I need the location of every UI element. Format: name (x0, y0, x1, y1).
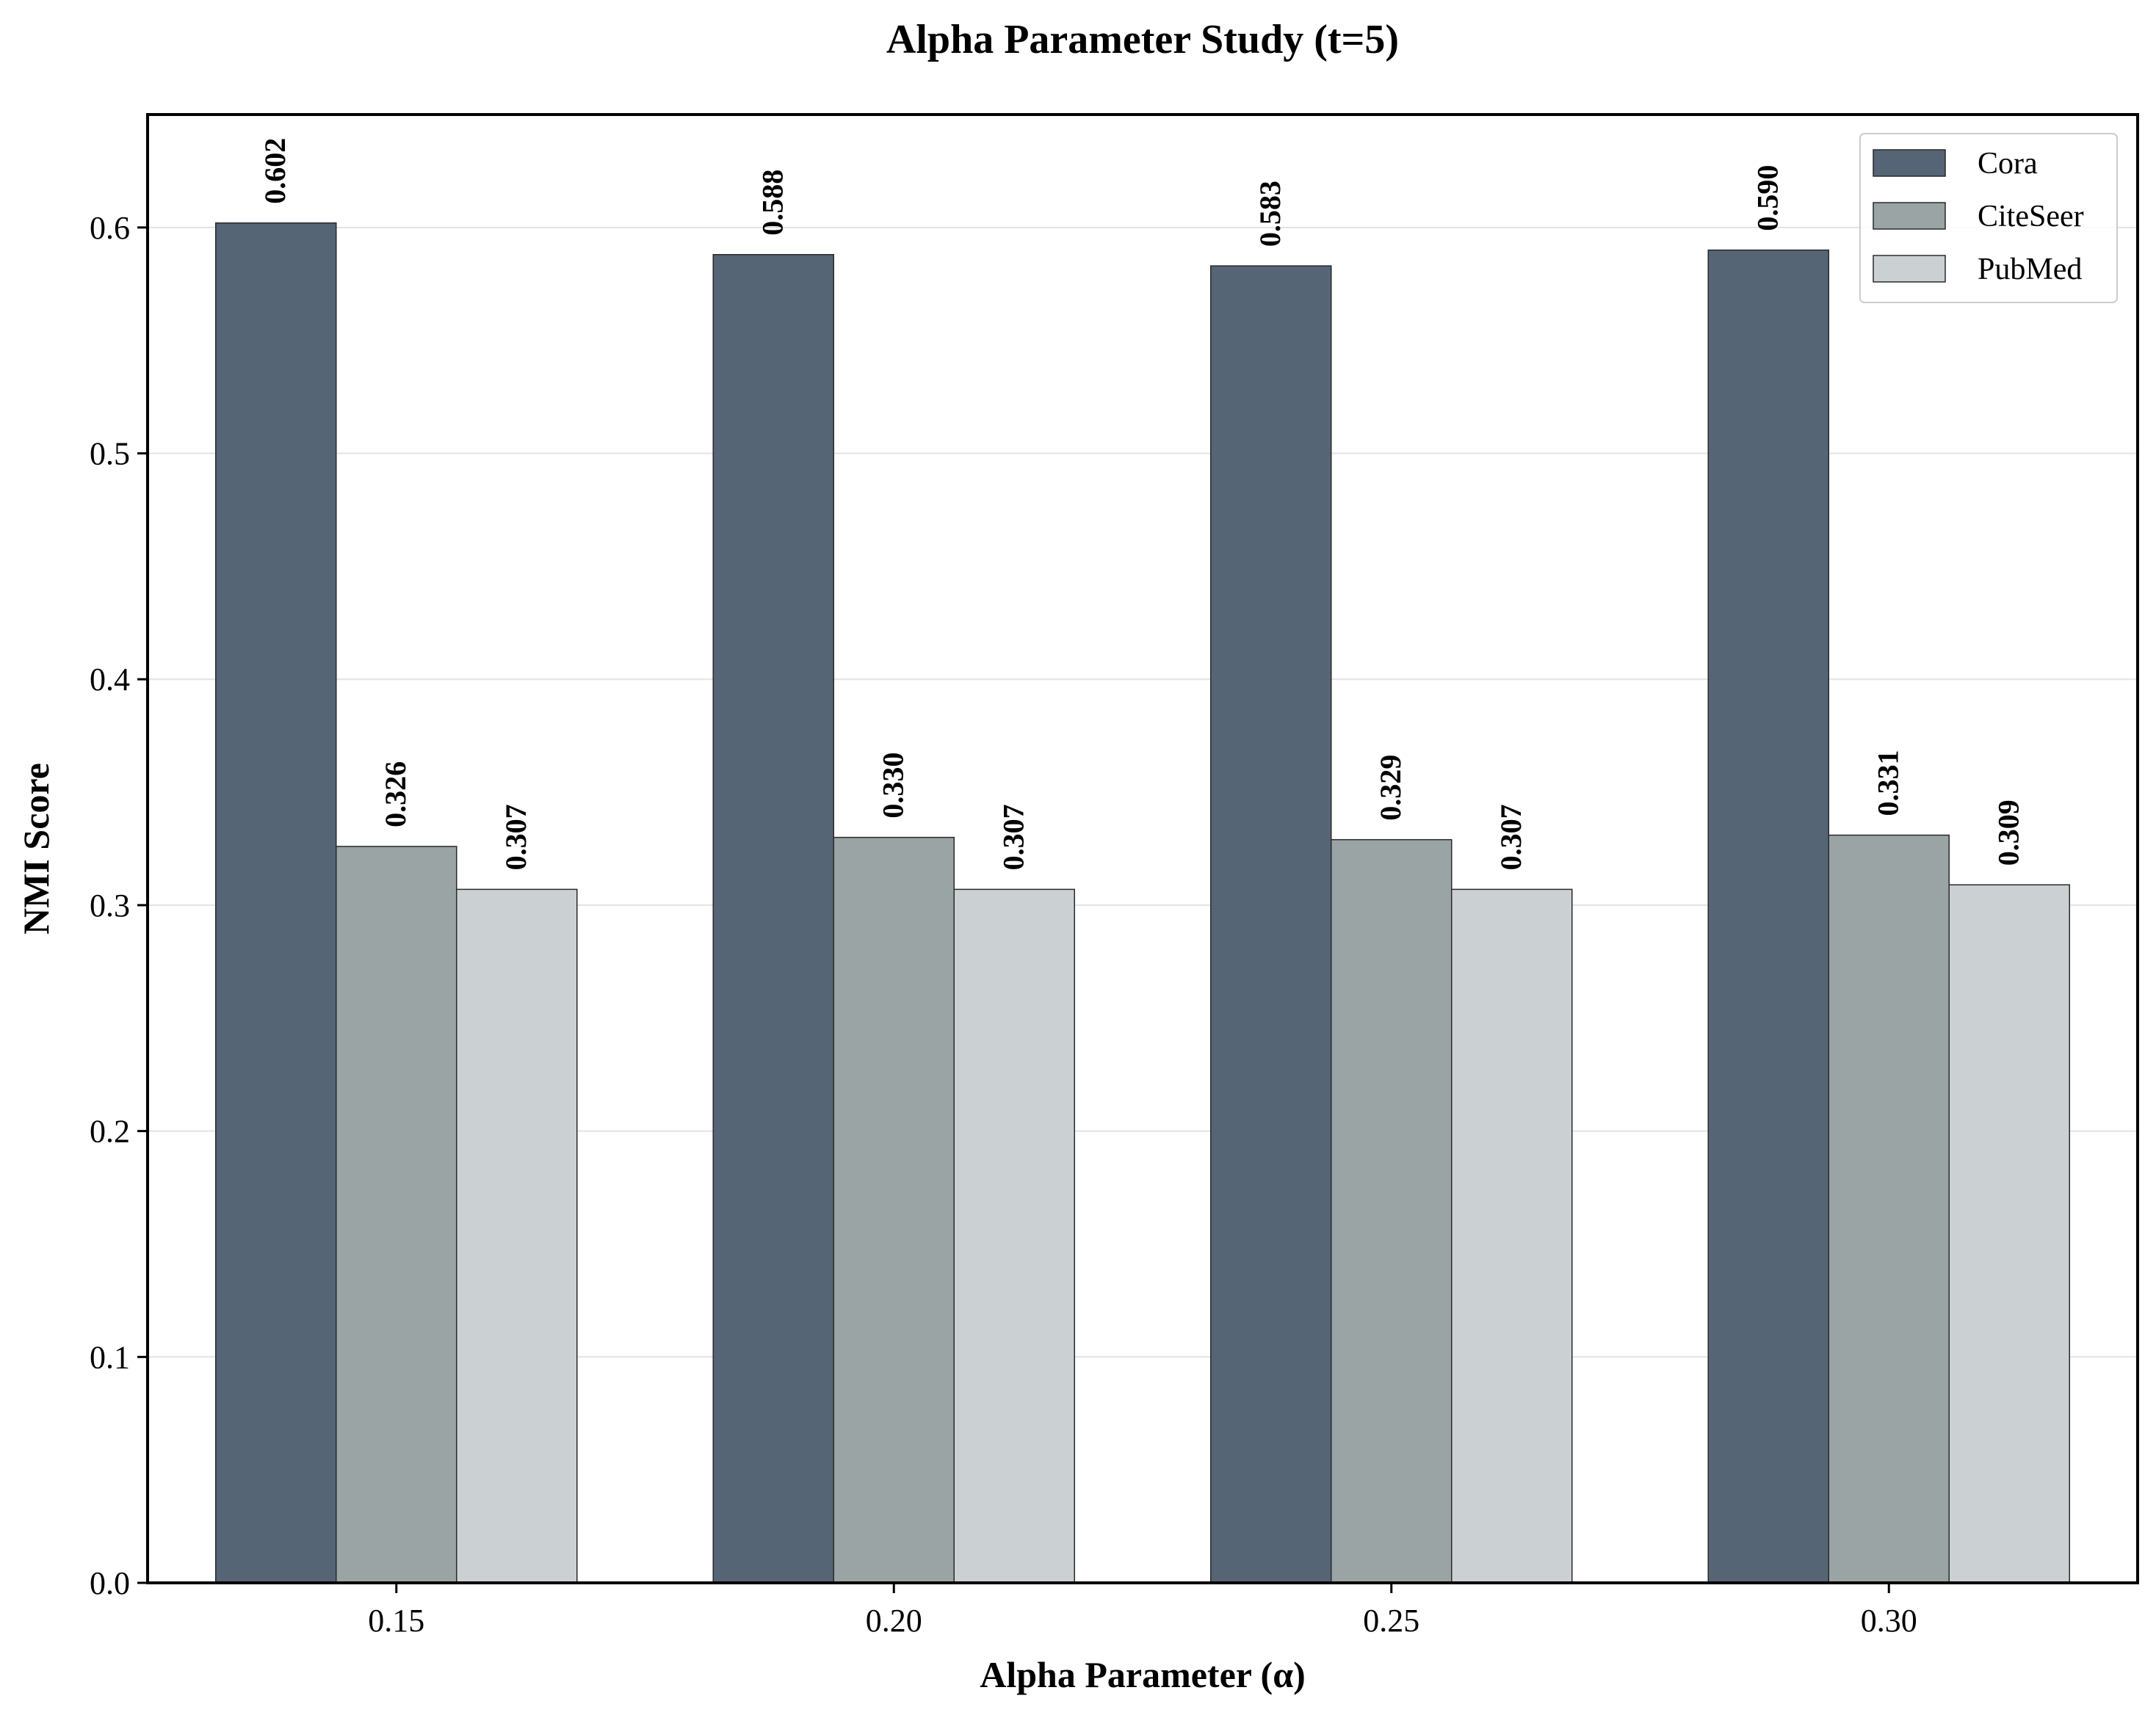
value-labels: 0.602 0.326 0.307 0.588 0.330 0.307 0.583 0.329… (258, 138, 2025, 871)
data-label: 0.326 (379, 761, 412, 827)
y-tick-label: 0.6 (90, 210, 130, 246)
bar-cora (712, 254, 834, 1584)
plot-frame (146, 113, 2139, 1584)
data-label: 0.590 (1751, 165, 1784, 231)
legend-swatch (1873, 149, 1946, 177)
y-tick-label: 0.3 (90, 888, 130, 924)
chart-title: Alpha Parameter Study (t=5) (886, 17, 1399, 62)
data-label: 0.307 (499, 804, 532, 870)
bar-pubmed (953, 888, 1075, 1584)
bar-cora (215, 222, 337, 1584)
legend: Cora CiteSeer PubMed (1859, 133, 2118, 303)
bar-citeseer (336, 846, 457, 1584)
y-tick-label: 0.0 (90, 1565, 130, 1601)
legend-swatch (1873, 202, 1946, 230)
bar-citeseer (1828, 834, 1950, 1584)
data-label: 0.588 (756, 170, 789, 236)
legend-label: PubMed (1978, 253, 2082, 286)
bar-pubmed (456, 888, 578, 1584)
y-tick-label: 0.2 (90, 1114, 130, 1150)
x-tick-label: 0.25 (1363, 1603, 1419, 1639)
bar-cora (1707, 249, 1829, 1584)
x-tick-label: 0.20 (866, 1603, 922, 1639)
y-axis-title: NMI Score (15, 763, 57, 935)
x-axis-title: Alpha Parameter (α) (980, 1654, 1306, 1695)
data-label: 0.602 (258, 138, 292, 204)
bar-citeseer (833, 836, 955, 1584)
x-axis: 0.15 0.20 0.25 0.30 (368, 1583, 1917, 1639)
data-label: 0.329 (1374, 755, 1407, 821)
data-label: 0.583 (1254, 181, 1287, 247)
y-tick-label: 0.4 (90, 661, 130, 697)
data-label: 0.309 (1992, 800, 2025, 866)
y-tick-label: 0.1 (90, 1339, 130, 1375)
bars (215, 222, 2070, 1584)
bar-pubmed (1948, 884, 2070, 1584)
y-tick-label: 0.5 (90, 436, 130, 472)
data-label: 0.330 (876, 753, 909, 819)
bar-citeseer (1331, 838, 1453, 1584)
x-tick-label: 0.30 (1861, 1603, 1917, 1639)
data-label: 0.307 (996, 804, 1030, 870)
legend-swatch (1873, 255, 1946, 283)
data-label: 0.331 (1871, 750, 1904, 816)
bar-cora (1210, 265, 1332, 1584)
y-axis: 0.0 0.1 0.2 0.3 0.4 0.5 0.6 (90, 210, 148, 1601)
bar-pubmed (1451, 888, 1573, 1584)
x-tick-label: 0.15 (368, 1603, 424, 1639)
legend-label: Cora (1978, 147, 2038, 181)
legend-label: CiteSeer (1978, 200, 2084, 233)
data-label: 0.307 (1494, 804, 1527, 870)
